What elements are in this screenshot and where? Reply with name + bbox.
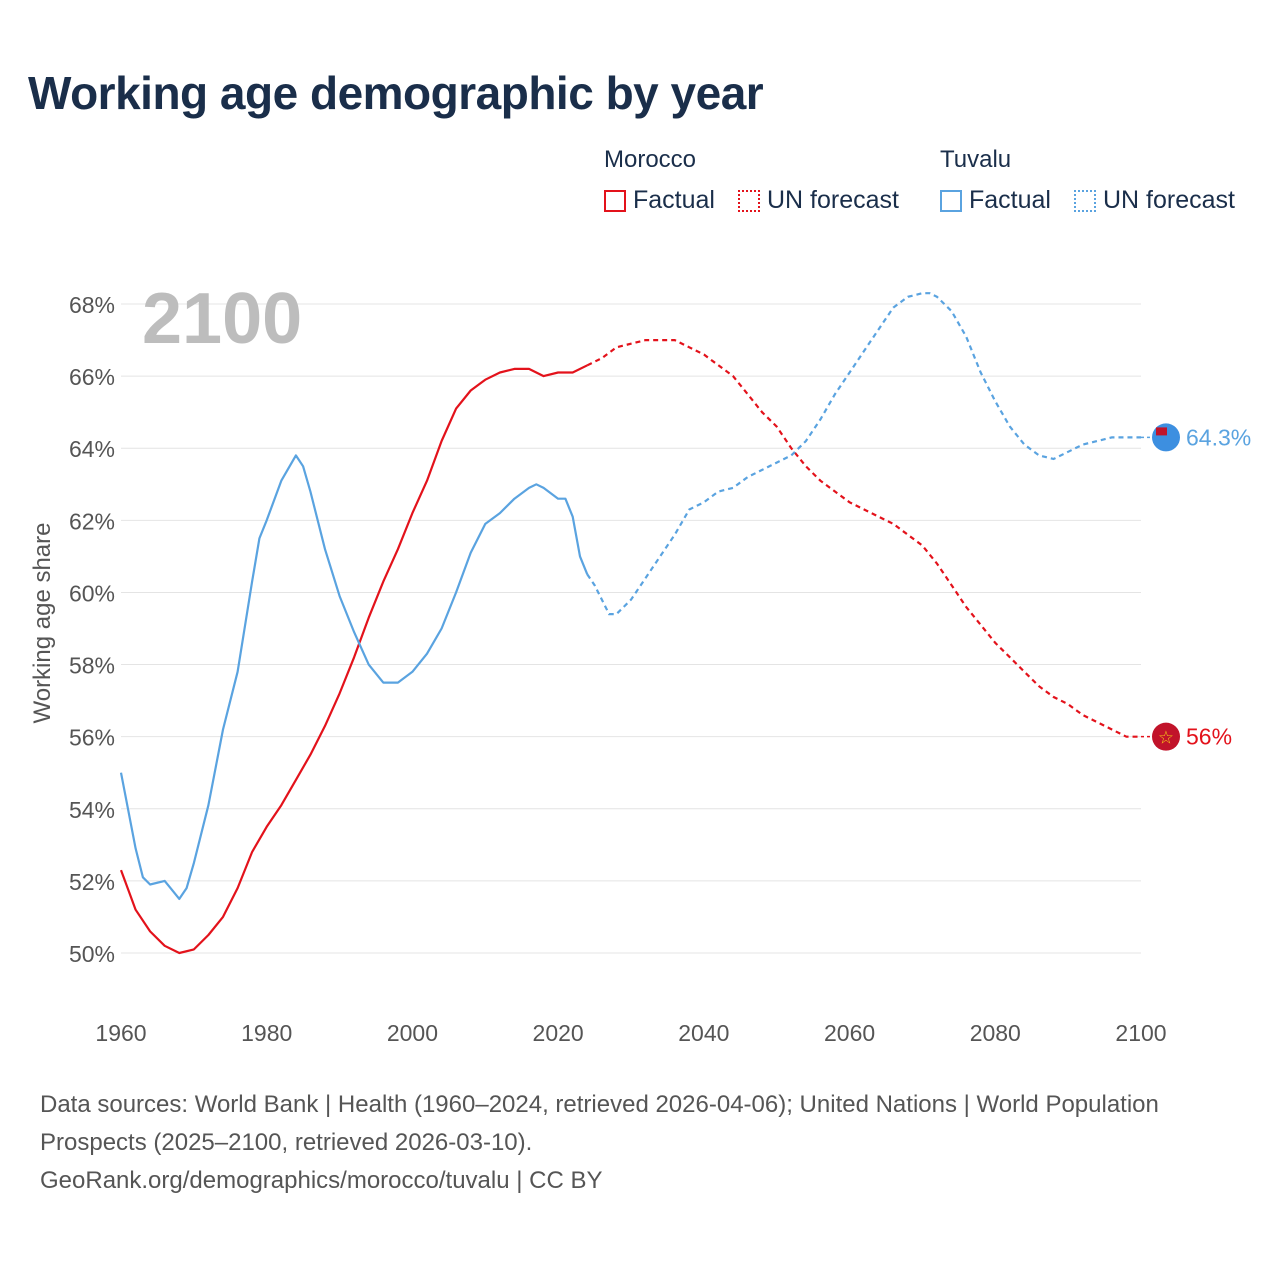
year-watermark: 2100 xyxy=(142,279,302,359)
end-value-label-morocco: 56% xyxy=(1186,724,1232,750)
legend-tuvalu-factual[interactable]: Factual xyxy=(940,186,1051,215)
y-tick-label: 54% xyxy=(69,797,115,823)
legend-morocco-factual[interactable]: Factual xyxy=(604,186,715,215)
legend-swatch-solid-blue xyxy=(940,189,962,212)
y-tick-label: 50% xyxy=(69,941,115,967)
series-line-morocco-forecast xyxy=(586,339,1141,738)
union-flag-icon xyxy=(1156,427,1167,436)
x-tick-label: 2040 xyxy=(678,1020,729,1046)
y-tick-label: 64% xyxy=(69,436,115,462)
legend-label: Factual xyxy=(969,186,1051,214)
end-markers: ☆ 56% 64.3% xyxy=(1141,423,1251,751)
series-lines xyxy=(119,292,1141,955)
y-tick-label: 68% xyxy=(69,292,115,318)
legend-swatch-dotted-blue xyxy=(1074,189,1096,212)
gridlines xyxy=(121,303,1141,954)
legend-morocco-forecast[interactable]: UN forecast xyxy=(738,186,899,215)
y-tick-label: 62% xyxy=(69,508,115,534)
chart-title: Working age demographic by year xyxy=(28,67,764,119)
legend-tuvalu-title: Tuvalu xyxy=(940,146,1012,173)
x-tick-label: 2060 xyxy=(824,1020,875,1046)
legend-swatch-solid-red xyxy=(604,189,626,212)
series-line-morocco-factual xyxy=(119,364,588,955)
x-tick-label: 2100 xyxy=(1115,1020,1166,1046)
legend-label: UN forecast xyxy=(767,186,899,214)
y-tick-label: 56% xyxy=(69,725,115,751)
y-tick-label: 66% xyxy=(69,364,115,390)
legend-morocco-title: Morocco xyxy=(604,146,697,173)
data-sources: Data sources: World Bank | Health (1960–… xyxy=(40,1091,1159,1156)
star-icon: ☆ xyxy=(1158,728,1174,749)
legend-label: Factual xyxy=(633,186,715,214)
end-value-label-tuvalu: 64.3% xyxy=(1186,424,1251,450)
y-axis-ticks: 50% 52% 54% 56% 58% 60% 62% 64% 66% 68% xyxy=(69,292,115,967)
footer: Data sources: World Bank | Health (1960–… xyxy=(40,1086,1240,1200)
x-axis-ticks: 1960 1980 2000 2020 2040 2060 2080 2100 xyxy=(95,1020,1166,1046)
x-tick-label: 1980 xyxy=(241,1020,292,1046)
x-tick-label: 2080 xyxy=(970,1020,1021,1046)
y-axis-label: Working age share xyxy=(29,523,56,724)
legend-swatch-dotted-red xyxy=(738,189,760,212)
legend-tuvalu-forecast[interactable]: UN forecast xyxy=(1074,186,1235,215)
series-line-tuvalu-forecast xyxy=(586,292,1141,616)
x-tick-label: 2020 xyxy=(533,1020,584,1046)
series-line-tuvalu-factual xyxy=(119,454,589,900)
legend-label: UN forecast xyxy=(1103,186,1235,214)
morocco-flag-icon xyxy=(1152,722,1180,751)
y-tick-label: 58% xyxy=(69,653,115,679)
y-tick-label: 52% xyxy=(69,869,115,895)
source-url[interactable]: GeoRank.org/demographics/morocco/tuvalu … xyxy=(40,1167,603,1194)
y-tick-label: 60% xyxy=(69,580,115,606)
line-chart: 2100 Working age share 50% 52% 54% 56% 58% 60… xyxy=(29,279,1251,1046)
x-tick-label: 2000 xyxy=(387,1020,438,1046)
x-tick-label: 1960 xyxy=(95,1020,146,1046)
